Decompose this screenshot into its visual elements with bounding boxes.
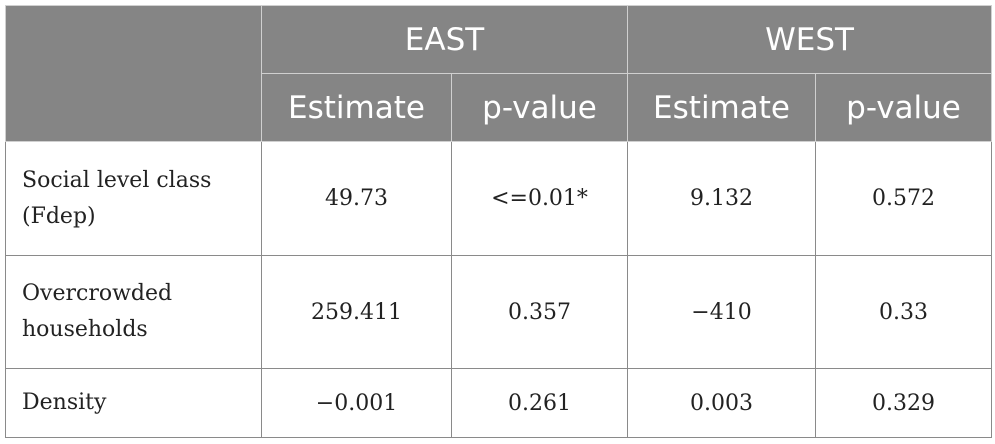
row-label-density: Density <box>5 368 262 438</box>
cell-east-pvalue: <=0.01* <box>450 141 629 256</box>
row-label-line: Social level class <box>22 167 212 193</box>
row-label-line: (Fdep) <box>22 203 96 229</box>
header-west-pvalue: p-value <box>815 73 993 142</box>
header-west-estimate: Estimate <box>627 73 817 142</box>
cell-west-pvalue: 0.329 <box>815 368 993 438</box>
cell-east-estimate: −0.001 <box>261 368 452 438</box>
cell-east-pvalue: 0.261 <box>450 368 629 438</box>
cell-west-pvalue: 0.572 <box>815 141 993 256</box>
cell-west-estimate: 0.003 <box>627 368 817 438</box>
cell-east-pvalue: 0.357 <box>450 255 629 369</box>
row-label-overcrowded-households: Overcrowded households <box>5 255 262 369</box>
results-table: EAST WEST Estimate p-value Estimate p-va… <box>5 5 993 438</box>
cell-east-estimate: 49.73 <box>261 141 452 256</box>
row-label-social-level-class: Social level class (Fdep) <box>5 141 262 256</box>
table-row: Social level class (Fdep) 49.73 <=0.01* 9… <box>5 141 993 256</box>
cell-west-estimate: 9.132 <box>627 141 817 256</box>
header-row-columns: Estimate p-value Estimate p-value <box>6 73 993 142</box>
header-empty-cell <box>5 5 262 142</box>
header-west: WEST <box>627 5 993 74</box>
cell-east-estimate: 259.411 <box>261 255 452 369</box>
table-header: EAST WEST Estimate p-value Estimate p-va… <box>5 5 993 142</box>
row-label-line: Overcrowded <box>22 281 173 306</box>
table-row: Overcrowded households 259.411 0.357 −410… <box>5 255 993 369</box>
cell-west-estimate: −410 <box>627 255 817 369</box>
header-east: EAST <box>260 5 629 74</box>
cell-west-pvalue: 0.33 <box>815 255 993 369</box>
header-row-groups: EAST WEST <box>5 5 993 142</box>
row-label-line: households <box>22 317 148 342</box>
table-body: Social level class (Fdep) 49.73 <=0.01* 9… <box>5 141 993 438</box>
header-east-estimate: Estimate <box>261 73 452 142</box>
table-row: Density −0.001 0.261 0.003 0.329 <box>5 368 993 438</box>
results-table-container: EAST WEST Estimate p-value Estimate p-va… <box>5 5 993 438</box>
header-east-pvalue: p-value <box>450 73 629 142</box>
